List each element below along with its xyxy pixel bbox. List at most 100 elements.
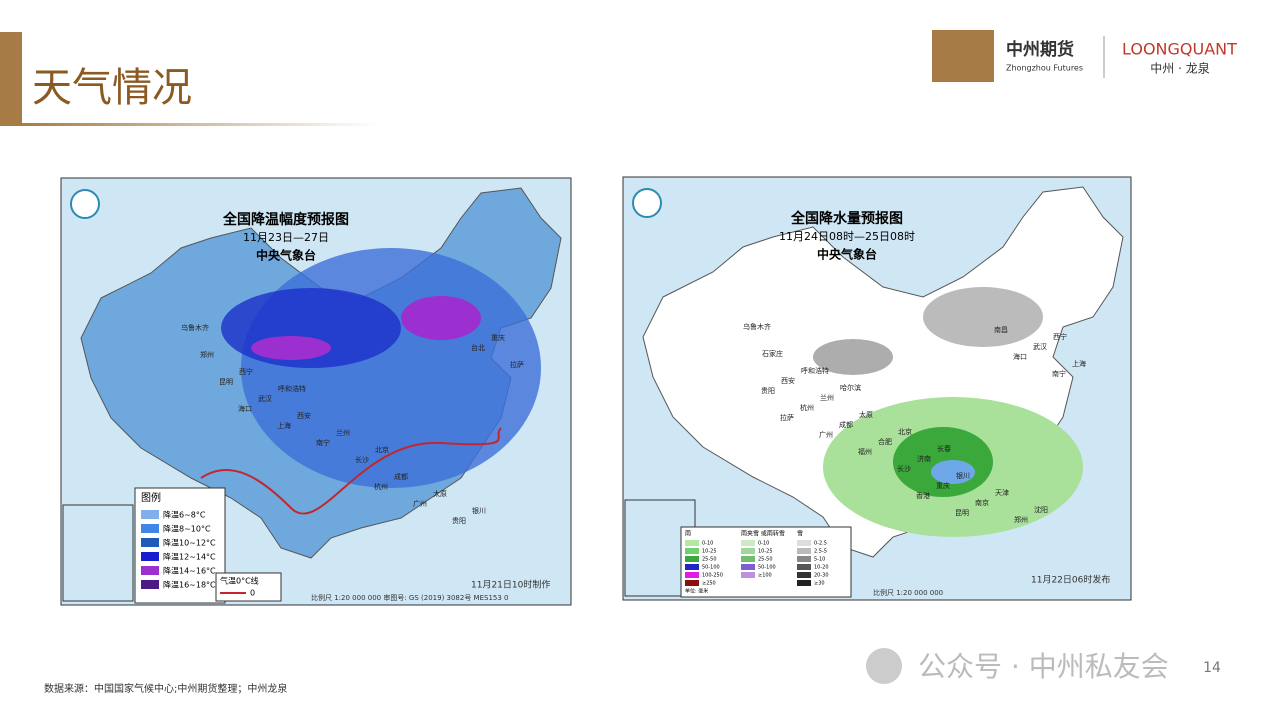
city-label: 昆明: [219, 378, 233, 386]
city-label: 贵阳: [452, 516, 466, 525]
city-label: 上海: [277, 421, 291, 430]
logo-cn: 中州期货: [1006, 39, 1074, 60]
legend-label: 0-10: [758, 541, 769, 547]
legend-swatch: [741, 548, 755, 554]
zero-line: [200, 427, 502, 515]
cold-zone: [251, 336, 331, 360]
city-label: 海口: [1013, 352, 1027, 361]
legend-group-title: 雪: [797, 531, 803, 538]
map-title: 全国降水量预报图: [790, 210, 903, 227]
logo-emblem: [70, 189, 100, 219]
city-label: 重庆: [936, 481, 950, 490]
legend-swatch: [685, 572, 699, 578]
map: 全国降水量预报图 11月24日08时—25日08时中央气象台乌鲁木齐哈尔滨长春沈阳…: [622, 176, 1132, 601]
city-label: 香港: [916, 491, 930, 500]
legend-unit: 单位: 毫米: [685, 588, 708, 595]
legend-swatch: [685, 548, 699, 554]
legend-swatch: [741, 572, 755, 578]
legend-label: 降温6~8°C: [163, 510, 206, 520]
brand: LOONGQUANT: [1122, 40, 1237, 59]
city-label: 济南: [917, 454, 931, 463]
city-label: 北京: [375, 445, 389, 454]
legend-swatch: [141, 510, 159, 519]
city-label: 合肥: [878, 437, 892, 446]
inset: [62, 504, 134, 602]
legend-label: 降温16~18°C: [163, 580, 216, 590]
legend-label: 100-250: [702, 573, 723, 579]
cold-zone: [241, 248, 541, 488]
city-label: 郑州: [200, 351, 214, 359]
city-label: 兰州: [820, 393, 834, 402]
cold-zone: [401, 296, 481, 340]
city-label: 长沙: [897, 464, 911, 473]
city-label: 西安: [781, 376, 795, 385]
legend-label: 50-100: [758, 565, 776, 571]
legend-swatch: [685, 564, 699, 570]
city-label: 武汉: [258, 394, 272, 403]
legend-label: 25-50: [758, 557, 773, 563]
legend-label: ≥100: [758, 573, 772, 579]
map-footer: 比例尺 1:20 000 000: [873, 588, 943, 597]
city-label: 呼和浩特: [801, 366, 829, 375]
city-label: 成都: [394, 472, 408, 481]
city-label: 石家庄: [762, 349, 783, 358]
city-label: 杭州: [374, 482, 388, 491]
city-label: 天津: [995, 489, 1009, 497]
logo-en: Zhongzhou Futures: [1006, 64, 1083, 73]
legend-label: 25-50: [702, 557, 717, 563]
legend-swatch: [741, 556, 755, 562]
legend-title: 图例: [141, 491, 161, 504]
legend-label: 50-100: [702, 565, 720, 571]
legend-label: 10-20: [814, 565, 829, 571]
title-rule: [22, 123, 377, 126]
snow: [923, 287, 1043, 347]
map-period: 11月23日—27日: [243, 231, 329, 244]
city-label: 沈阳: [1034, 505, 1048, 514]
city-label: 北京: [898, 427, 912, 436]
legend-swatch: [685, 580, 699, 586]
city-label: 拉萨: [510, 360, 524, 369]
city-label: 太原: [859, 410, 873, 419]
city-label: 长沙: [355, 455, 369, 464]
legend-group-title: 雨夹雪 或雨转雪: [741, 530, 785, 538]
city-label: 海口: [238, 404, 252, 413]
snow: [813, 339, 893, 375]
page-number: 14: [1203, 660, 1221, 676]
line-legend-label: 气温0°C线: [220, 576, 259, 586]
city-label: 郑州: [1014, 516, 1028, 524]
city-label: 昆明: [955, 509, 969, 517]
city-label: 银川: [956, 471, 970, 480]
watermark: 公众号 · 中州私友会: [918, 650, 1169, 683]
city-label: 武汉: [1033, 342, 1047, 351]
city-label: 上海: [1072, 359, 1086, 368]
line-legend: 气温0°C线 0: [215, 572, 282, 602]
line-legend-box: [215, 572, 282, 602]
legend-label: 10-25: [702, 549, 717, 555]
legend-group-title: 雨: [685, 531, 691, 538]
city-label: 贵阳: [761, 386, 775, 395]
city-label: 广州: [413, 499, 427, 508]
legend-swatch: [741, 540, 755, 546]
made-note: 11月22日06时发布: [1031, 574, 1110, 586]
line-legend-value: 0: [250, 589, 255, 598]
city-label: 拉萨: [780, 413, 794, 422]
city-label: 太原: [433, 489, 447, 498]
city-label: 乌鲁木齐: [743, 322, 771, 331]
legend-label: 降温14~16°C: [163, 566, 216, 576]
city-label: 银川: [472, 506, 486, 515]
legend-label: 降温8~10°C: [163, 524, 211, 534]
legend-label: 10-25: [758, 549, 773, 555]
made-note: 11月21日10时制作: [471, 579, 550, 591]
legend-label: 0-2.5: [814, 541, 827, 547]
map-period: 11月24日08时—25日08时: [779, 230, 915, 243]
legend-label: 20-30: [814, 573, 829, 579]
source: 数据来源：中国国家气候中心;中州期货整理；中州龙泉: [44, 682, 287, 695]
legend-label: ≥30: [814, 581, 825, 587]
logo-icon: [932, 30, 994, 82]
legend-swatch: [797, 556, 811, 562]
legend-swatch: [797, 540, 811, 546]
